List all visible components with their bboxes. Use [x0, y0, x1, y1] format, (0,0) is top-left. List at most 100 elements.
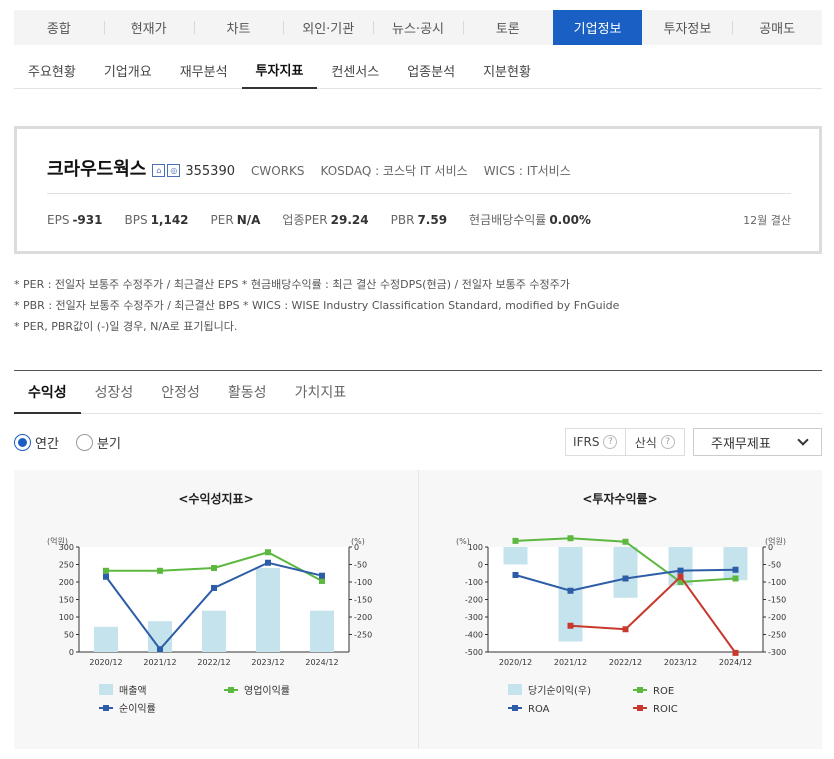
category-tab[interactable]: 안정성: [161, 385, 200, 401]
data-point[interactable]: [622, 575, 629, 582]
sub-tab[interactable]: 투자지표: [241, 52, 318, 89]
data-point[interactable]: [265, 549, 271, 556]
quarter-radio[interactable]: 분기: [76, 433, 121, 452]
main-tab[interactable]: 종합: [46, 22, 71, 37]
help-icon[interactable]: ?: [603, 435, 618, 449]
bar[interactable]: [310, 610, 334, 652]
category-tab[interactable]: 활동성: [227, 385, 267, 401]
metric-value: -931: [72, 212, 103, 227]
left-tick-label: 250: [59, 561, 74, 570]
left-tick-label: -300: [465, 613, 483, 622]
data-point[interactable]: [622, 626, 629, 633]
data-point[interactable]: [567, 622, 574, 629]
company-name: 크라우드웍스: [47, 159, 147, 180]
left-tick-label: 150: [59, 596, 74, 605]
x-tick-label: 2021/12: [143, 658, 176, 667]
home-icon[interactable]: ⌂: [152, 164, 166, 177]
main-tab[interactable]: 토론: [462, 10, 553, 45]
bar[interactable]: [94, 626, 118, 652]
chart-divider: [418, 470, 419, 749]
footnotes: * PER : 전일자 보통주 수정주가 / 최근결산 EPS * 현금배당수익…: [14, 274, 619, 337]
data-point[interactable]: [103, 567, 109, 574]
left-unit: (%): [456, 537, 470, 546]
homepage-icon[interactable]: ◎: [167, 164, 181, 177]
main-tab[interactable]: 투자정보: [663, 22, 712, 37]
bar[interactable]: [723, 547, 748, 581]
data-point[interactable]: [567, 535, 574, 542]
annual-radio[interactable]: 연간: [14, 433, 59, 452]
right-tick-label: -50: [768, 561, 781, 570]
charts-panel: <수익성지표> <투자수익률> 0 50 100 150 200 250 300 0 -50 -1…: [14, 470, 822, 749]
data-point[interactable]: [677, 573, 684, 580]
main-tab[interactable]: 기업정보: [552, 10, 643, 45]
left-tick-label: -400: [465, 631, 483, 640]
legend-marker: [637, 705, 643, 711]
data-point[interactable]: [732, 575, 739, 582]
legend-swatch: [99, 684, 113, 695]
right-tick-label: 0: [768, 543, 773, 552]
bar[interactable]: [613, 547, 638, 598]
left-tick-label: -200: [465, 596, 483, 605]
data-point[interactable]: [319, 572, 325, 579]
formula-button[interactable]: 산식 ?: [624, 429, 685, 455]
data-point[interactable]: [103, 573, 109, 580]
x-tick-label: 2022/12: [609, 658, 642, 667]
sub-tab[interactable]: 주요현황: [28, 64, 76, 80]
metric-key: BPS: [124, 212, 148, 227]
company-summary-box: 크라우드웍스 ⌂ ◎ 355390 CWORKS KOSDAQ : 코스닥 IT…: [14, 126, 822, 254]
legend-marker: [512, 705, 518, 711]
right-tick-label: -250: [354, 631, 372, 640]
data-point[interactable]: [211, 584, 217, 591]
data-point[interactable]: [677, 579, 684, 585]
left-tick-label: 100: [468, 543, 483, 552]
ifrs-button[interactable]: IFRS ?: [566, 435, 625, 449]
data-point[interactable]: [732, 566, 739, 573]
main-tab[interactable]: 공매도: [732, 10, 822, 45]
bar[interactable]: [503, 547, 528, 565]
ticker: CWORKS: [251, 164, 305, 178]
legend-label: 매출액: [119, 685, 147, 697]
sub-tab[interactable]: 지분현황: [483, 64, 531, 80]
series-line: [570, 575, 737, 654]
data-point[interactable]: [512, 572, 519, 578]
data-point[interactable]: [265, 559, 271, 566]
main-tab[interactable]: 차트: [193, 10, 284, 45]
data-point[interactable]: [622, 538, 629, 545]
data-point[interactable]: [732, 649, 739, 656]
main-tab-bar: 종합 현재가 차트 외인·기관 뉴스·공시 토론 기업정보 투자정보 공매도: [14, 10, 822, 45]
data-point[interactable]: [319, 577, 325, 584]
bar[interactable]: [256, 568, 280, 652]
data-point[interactable]: [211, 565, 217, 571]
left-tick-label: 0: [478, 561, 483, 570]
main-tab[interactable]: 현재가: [103, 10, 194, 45]
formula-label: 산식: [634, 435, 657, 450]
sub-tab[interactable]: 재무분석: [179, 64, 228, 80]
x-tick-label: 2020/12: [499, 658, 532, 667]
right-tick-label: -100: [354, 578, 372, 587]
x-tick-label: 2022/12: [197, 658, 230, 667]
category-tab[interactable]: 가치지표: [294, 385, 347, 401]
sub-tab[interactable]: 업종분석: [407, 64, 456, 80]
left-tick-label: -500: [465, 648, 483, 657]
bar[interactable]: [202, 610, 226, 652]
legend-label: 당기순이익(우): [528, 685, 591, 697]
sub-tab[interactable]: 기업개요: [103, 64, 152, 80]
chart-title: <투자수익률>: [582, 492, 658, 506]
main-tab[interactable]: 외인·기관: [283, 10, 373, 45]
data-point[interactable]: [567, 587, 574, 594]
left-tick-label: -100: [465, 578, 483, 587]
help-icon[interactable]: ?: [660, 435, 675, 449]
data-point[interactable]: [677, 567, 684, 574]
metric-key: 현금배당수익률: [469, 213, 547, 227]
data-point[interactable]: [157, 646, 163, 653]
category-tab[interactable]: 수익성: [14, 371, 81, 414]
main-tab[interactable]: 뉴스·공시: [373, 10, 463, 45]
data-point[interactable]: [512, 537, 519, 544]
sub-tab[interactable]: 컨센서스: [331, 64, 380, 80]
sub-tab-bar: 주요현황 기업개요 재무분석 투자지표 컨센서스 업종분석 지분현황: [14, 52, 822, 89]
legend-label: ROA: [528, 704, 550, 715]
statement-select[interactable]: 주재무제표: [693, 428, 822, 456]
data-point[interactable]: [157, 567, 163, 574]
fiscal-month: 12월 결산: [743, 213, 791, 227]
category-tab[interactable]: 성장성: [94, 385, 134, 401]
